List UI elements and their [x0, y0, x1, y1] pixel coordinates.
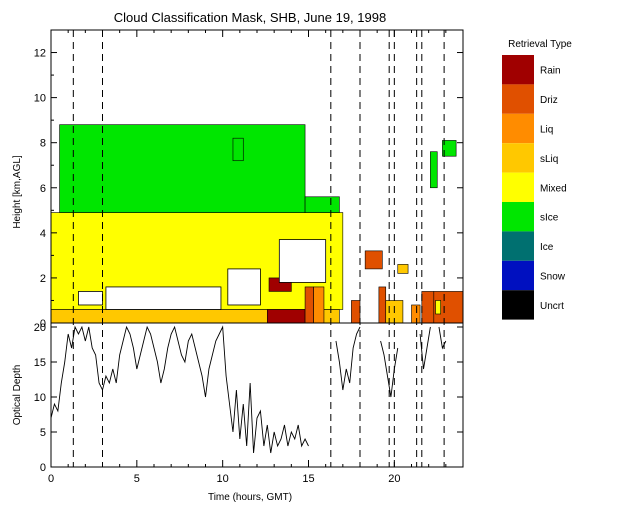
legend-swatch-mixed: [502, 172, 534, 202]
bot-ytick-label-1: 5: [40, 427, 46, 439]
legend-label-rain: Rain: [540, 66, 561, 77]
legend-swatch-snow: [502, 260, 534, 291]
top-ytick-label-0: 0: [40, 318, 46, 330]
top-ytick-label-3: 6: [40, 183, 46, 195]
clear-gap-2: [227, 268, 261, 306]
xtick-label-4: 20: [388, 473, 400, 485]
bot-ytick-label-2: 10: [34, 392, 46, 404]
region-sice-5: [430, 151, 438, 189]
legend: Rain Driz Liq sLiq Mixed sIce Ice Snow Uncrt: [502, 55, 567, 320]
legend-label-mixed: Mixed: [540, 183, 567, 194]
legend-swatch-sliq: [502, 143, 534, 173]
clear-gap-3: [278, 239, 327, 283]
top-ytick-label-2: 4: [40, 228, 46, 240]
clear-gap-1: [105, 286, 222, 310]
legend-label-sice: sIce: [540, 213, 559, 224]
region-driz-11: [351, 300, 361, 323]
optical-depth-line-1: [335, 326, 361, 391]
legend-swatch-liq: [502, 113, 534, 144]
legend-swatch-ice: [502, 231, 534, 261]
region-driz-9: [304, 286, 314, 323]
region-sice-3: [304, 196, 340, 213]
region-liq-10: [313, 286, 325, 323]
top-ytick-label-6: 12: [34, 48, 46, 60]
optical-depth-line-3: [419, 326, 431, 370]
region-driz-16: [421, 291, 435, 323]
legend-label-driz: Driz: [540, 95, 558, 106]
region-sliq-18: [397, 264, 409, 274]
optical-depth-line-0: [51, 325, 309, 454]
legend-swatch-uncrt: [502, 290, 534, 320]
legend-label-liq: Liq: [540, 125, 553, 136]
xtick-label-1: 5: [134, 473, 140, 485]
optical-depth-line-4: [438, 326, 447, 350]
legend-swatch-driz: [502, 84, 534, 114]
y-axis-label-optical-depth: Optical Depth: [12, 365, 23, 426]
legend-title: Retrieval Type: [508, 39, 572, 50]
top-ytick-label-4: 8: [40, 138, 46, 150]
legend-label-sliq: sLiq: [540, 154, 558, 165]
optical-depth-panel: [51, 325, 447, 454]
optical-depth-line-2: [380, 340, 399, 398]
legend-swatch-rain: [502, 55, 534, 85]
bot-ytick-label-0: 0: [40, 462, 46, 474]
x-axis-label: Time (hours, GMT): [208, 492, 292, 503]
legend-label-uncrt: Uncrt: [540, 301, 564, 312]
top-ytick-label-5: 10: [34, 93, 46, 105]
region-sice-4: [232, 137, 244, 162]
chart-title: Cloud Classification Mask, SHB, June 19,…: [114, 10, 386, 25]
bot-ytick-label-4: 20: [34, 322, 46, 334]
y-axis-label-height: Height [km,AGL]: [12, 155, 23, 229]
region-liq-15: [411, 304, 421, 323]
xtick-label-2: 10: [217, 473, 229, 485]
bot-ytick-label-3: 15: [34, 357, 46, 369]
legend-swatch-sice: [502, 202, 534, 232]
bottom-panel-frame: [50, 322, 464, 468]
clear-gap-0: [78, 291, 103, 306]
cloud-mask-panel: [51, 124, 463, 323]
region-mixed-19: [435, 300, 441, 315]
region-driz-13: [378, 286, 387, 323]
legend-label-ice: Ice: [540, 242, 554, 253]
region-driz-12: [364, 250, 383, 270]
region-rain-7: [266, 309, 306, 323]
xtick-label-0: 0: [48, 473, 54, 485]
top-ytick-label-1: 2: [40, 273, 46, 285]
legend-label-snow: Snow: [540, 272, 566, 283]
xtick-label-3: 15: [302, 473, 314, 485]
region-sice-2: [59, 124, 306, 213]
region-sice-6: [442, 140, 457, 157]
